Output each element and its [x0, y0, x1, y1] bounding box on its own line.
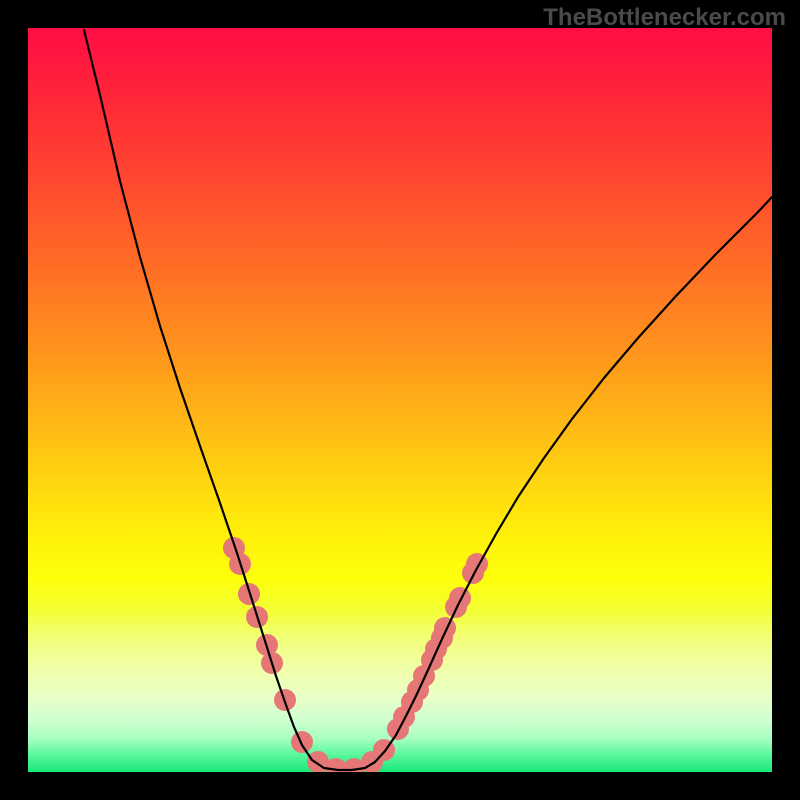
data-marker [291, 731, 313, 753]
data-marker [434, 617, 456, 639]
chart-container: TheBottlenecker.com [0, 0, 800, 800]
data-marker [449, 587, 471, 609]
watermark-text: TheBottlenecker.com [543, 4, 786, 32]
plot-area-gradient [28, 28, 772, 772]
bottleneck-chart [0, 0, 800, 800]
